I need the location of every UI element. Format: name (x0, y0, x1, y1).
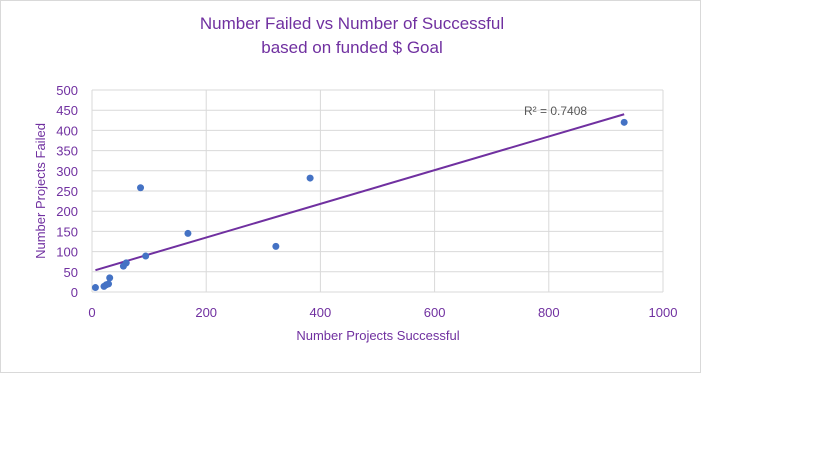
y-tick-label: 250 (56, 184, 78, 199)
x-tick-label: 0 (88, 305, 95, 320)
chart-title-line1: Number Failed vs Number of Successful (200, 14, 504, 33)
data-point (91, 284, 99, 292)
x-tick-label: 1000 (649, 305, 678, 320)
gridlines (91, 89, 664, 293)
data-point (620, 118, 628, 126)
data-point (137, 184, 145, 192)
data-point (122, 259, 130, 267)
x-tick-label: 400 (310, 305, 332, 320)
x-axis-title: Number Projects Successful (296, 328, 459, 343)
data-point (106, 274, 114, 282)
data-point (272, 242, 280, 250)
y-tick-label: 150 (56, 224, 78, 239)
chart-area: Number Failed vs Number of Successful ba… (0, 0, 701, 373)
x-tick-label: 600 (424, 305, 446, 320)
x-tick-label: 800 (538, 305, 560, 320)
y-tick-label: 200 (56, 204, 78, 219)
data-point (306, 174, 314, 182)
y-tick-label: 300 (56, 164, 78, 179)
y-tick-label: 500 (56, 83, 78, 98)
data-point (105, 280, 113, 288)
y-tick-label: 0 (71, 285, 78, 300)
y-axis-title: Number Projects Failed (33, 123, 48, 259)
trendline (95, 113, 625, 272)
y-tick-label: 450 (56, 103, 78, 118)
x-tick-label: 200 (195, 305, 217, 320)
chart-title-line2: based on funded $ Goal (261, 38, 442, 57)
x-axis-ticks: 0 200 400 600 800 1000 (88, 305, 677, 320)
y-axis-ticks: 0 50 100 150 200 250 300 350 400 450 500 (56, 83, 78, 300)
scatter-chart: Number Failed vs Number of Successful ba… (33, 14, 677, 343)
y-tick-label: 100 (56, 245, 78, 260)
y-tick-label: 50 (64, 265, 78, 280)
data-point (184, 229, 192, 237)
r-squared-label: R² = 0.7408 (524, 104, 587, 118)
y-tick-label: 400 (56, 123, 78, 138)
y-tick-label: 350 (56, 144, 78, 159)
data-point (142, 252, 150, 260)
data-points (91, 118, 628, 292)
